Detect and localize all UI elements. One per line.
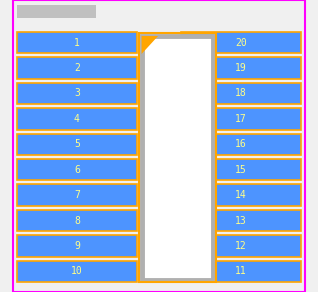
Bar	[17, 134, 137, 155]
Text: 14: 14	[235, 190, 247, 200]
Bar	[181, 32, 301, 53]
Text: 12: 12	[235, 241, 247, 251]
Bar	[17, 235, 137, 257]
Text: 19: 19	[235, 63, 247, 73]
Bar	[181, 159, 301, 180]
Text: 18: 18	[235, 88, 247, 98]
Text: 7: 7	[74, 190, 80, 200]
Bar	[17, 185, 137, 206]
Text: 15: 15	[235, 165, 247, 175]
Bar	[17, 159, 137, 180]
Text: 13: 13	[235, 215, 247, 225]
Bar	[181, 108, 301, 130]
Bar	[17, 260, 137, 282]
Text: 20: 20	[235, 38, 247, 48]
Polygon shape	[142, 36, 158, 54]
Text: 16: 16	[235, 139, 247, 149]
Bar	[181, 235, 301, 257]
Bar	[17, 83, 137, 104]
Bar	[17, 58, 137, 79]
Bar	[17, 32, 137, 53]
Bar	[17, 210, 137, 231]
Bar	[181, 185, 301, 206]
Text: 2: 2	[74, 63, 80, 73]
Bar	[17, 108, 137, 130]
Bar	[181, 210, 301, 231]
Text: 9: 9	[74, 241, 80, 251]
Text: 6: 6	[74, 165, 80, 175]
Text: 8: 8	[74, 215, 80, 225]
Bar	[181, 260, 301, 282]
Bar	[139, 33, 216, 282]
Text: 1: 1	[74, 38, 80, 48]
Text: 3: 3	[74, 88, 80, 98]
Bar	[142, 36, 213, 280]
Text: 10: 10	[71, 266, 83, 276]
Text: 11: 11	[235, 266, 247, 276]
Text: 4: 4	[74, 114, 80, 124]
Text: 5: 5	[74, 139, 80, 149]
Bar	[181, 134, 301, 155]
Text: 17: 17	[235, 114, 247, 124]
Bar	[17, 5, 96, 18]
Bar	[181, 83, 301, 104]
Bar	[181, 58, 301, 79]
